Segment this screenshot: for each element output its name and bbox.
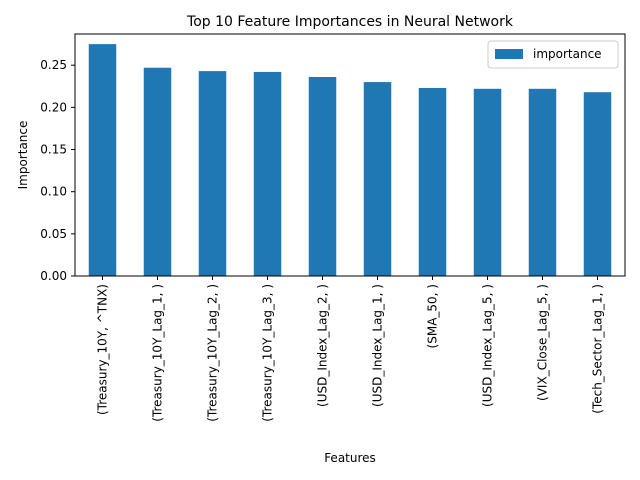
bars-group bbox=[88, 44, 612, 277]
bar bbox=[143, 67, 172, 276]
bar bbox=[473, 88, 502, 276]
legend-swatch bbox=[495, 49, 523, 59]
bar bbox=[88, 44, 117, 276]
legend: importance bbox=[487, 40, 619, 69]
x-tick-label: (Treasury_10Y_Lag_1, ) bbox=[151, 284, 165, 422]
y-axis-label: Importance bbox=[16, 121, 30, 190]
y-tick-label: 0.25 bbox=[40, 58, 67, 72]
y-tick-label: 0.00 bbox=[40, 269, 67, 283]
y-tick-label: 0.15 bbox=[40, 143, 67, 157]
bar bbox=[528, 88, 557, 276]
x-tick-label: (VIX_Close_Lag_5, ) bbox=[536, 284, 550, 401]
x-tick-label: (USD_Index_Lag_5, ) bbox=[481, 284, 495, 407]
legend-label: importance bbox=[533, 47, 602, 61]
legend-box bbox=[487, 40, 619, 69]
x-tick-label: (Tech_Sector_Lag_1, ) bbox=[591, 284, 605, 414]
y-tick-label: 0.05 bbox=[40, 227, 67, 241]
bar bbox=[308, 77, 337, 277]
x-tick-label: (USD_Index_Lag_2, ) bbox=[316, 284, 330, 407]
bar bbox=[583, 92, 612, 276]
x-tick-label: (SMA_50, ) bbox=[426, 284, 440, 348]
x-tick-label: (Treasury_10Y, ^TNX) bbox=[96, 284, 110, 415]
x-tick-label: (USD_Index_Lag_1, ) bbox=[371, 284, 385, 407]
y-tick-label: 0.10 bbox=[40, 185, 67, 199]
x-axis-label: Features bbox=[324, 451, 376, 465]
x-tick-label: (Treasury_10Y_Lag_3, ) bbox=[261, 284, 275, 422]
y-axis: 0.00 0.05 0.10 0.15 0.20 0.25 bbox=[40, 58, 75, 283]
bar bbox=[418, 87, 447, 277]
plot-frame bbox=[74, 33, 626, 277]
chart-title: Top 10 Feature Importances in Neural Net… bbox=[186, 14, 514, 30]
x-axis: (Treasury_10Y, ^TNX) (Treasury_10Y_Lag_1,… bbox=[96, 276, 605, 422]
bar bbox=[363, 82, 392, 277]
bar bbox=[253, 71, 282, 277]
x-tick-label: (Treasury_10Y_Lag_2, ) bbox=[206, 284, 220, 422]
y-tick-label: 0.20 bbox=[40, 100, 67, 114]
bar bbox=[198, 71, 227, 276]
